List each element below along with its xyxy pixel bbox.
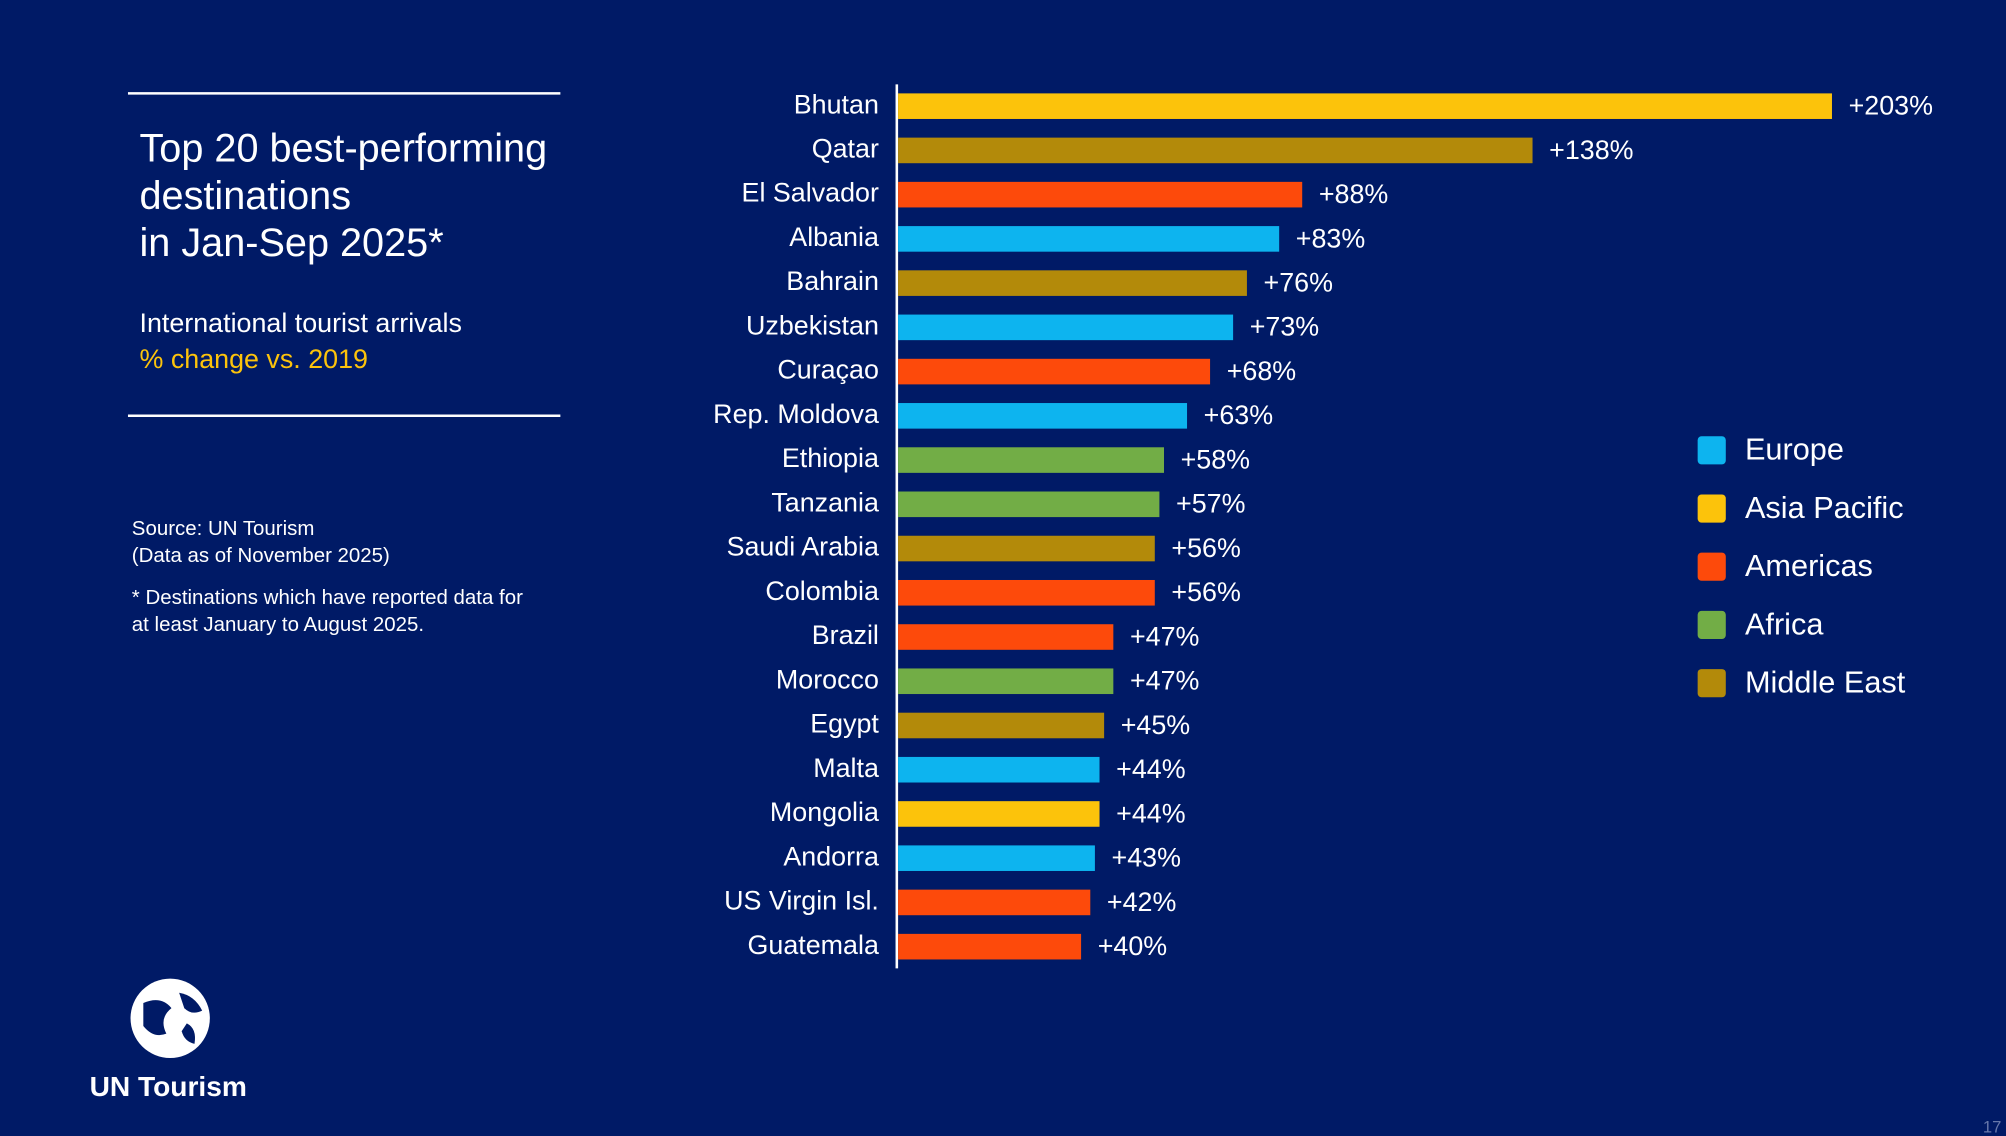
bar — [898, 491, 1160, 518]
y-tick-label: Saudi Arabia — [727, 532, 879, 562]
bar — [898, 889, 1091, 916]
value-label: +44% — [1116, 754, 1185, 784]
value-label: +45% — [1121, 710, 1190, 740]
bar — [898, 403, 1188, 429]
bar — [898, 756, 1100, 783]
value-label: +47% — [1130, 666, 1199, 696]
legend-label: Asia Pacific — [1745, 490, 1904, 525]
subtitle: International tourist arrivals — [139, 308, 461, 338]
value-label: +88% — [1319, 179, 1388, 209]
footnote: * Destinations which have reported data … — [132, 586, 523, 609]
legend-swatch — [1697, 669, 1726, 698]
value-label: +56% — [1171, 577, 1240, 607]
title-line: in Jan-Sep 2025* — [139, 221, 443, 265]
value-label: +57% — [1176, 489, 1245, 519]
bar — [898, 801, 1100, 827]
y-tick-label: Ethiopia — [782, 443, 879, 473]
y-tick-label: Bhutan — [794, 89, 879, 119]
y-tick-label: El Salvador — [742, 178, 879, 208]
value-label: +63% — [1204, 400, 1273, 430]
legend-swatch — [1697, 552, 1726, 581]
bar — [898, 579, 1155, 606]
bar — [898, 137, 1533, 164]
y-tick-label: Colombia — [765, 576, 879, 606]
legend-label: Middle East — [1745, 665, 1906, 700]
y-tick-label: Morocco — [776, 664, 879, 694]
value-label: +43% — [1112, 843, 1181, 873]
bar — [898, 270, 1247, 296]
bar — [898, 358, 1211, 385]
y-tick-label: Qatar — [812, 134, 879, 164]
footnote: at least January to August 2025. — [132, 613, 424, 636]
bar — [898, 535, 1155, 562]
title-line: Top 20 best-performing — [139, 126, 547, 170]
y-tick-label: Brazil — [812, 620, 879, 650]
bar — [898, 712, 1105, 739]
legend-swatch — [1697, 436, 1726, 465]
bar — [898, 314, 1234, 341]
y-tick-label: Rep. Moldova — [713, 399, 879, 429]
legend-label: Europe — [1745, 432, 1844, 467]
subtitle-highlight: % change vs. 2019 — [139, 344, 367, 374]
legend-label: Americas — [1745, 548, 1873, 583]
y-tick-label: Albania — [789, 222, 879, 252]
y-tick-label: Egypt — [810, 709, 879, 739]
value-label: +83% — [1296, 223, 1365, 253]
value-label: +203% — [1849, 91, 1933, 121]
value-label: +76% — [1264, 267, 1333, 297]
value-label: +47% — [1130, 621, 1199, 651]
value-label: +56% — [1171, 533, 1240, 563]
legend-swatch — [1697, 494, 1726, 523]
y-tick-label: Andorra — [783, 841, 879, 871]
source: Source: UN Tourism — [132, 517, 315, 540]
bar — [898, 668, 1114, 695]
bar — [898, 845, 1095, 871]
logo-text: UN Tourism — [90, 1071, 247, 1102]
y-tick-label: US Virgin Isl. — [724, 886, 879, 916]
y-tick-label: Curaçao — [777, 355, 879, 385]
value-label: +40% — [1098, 931, 1167, 961]
page-number: 17 — [1983, 1118, 2002, 1136]
value-label: +73% — [1250, 312, 1319, 342]
value-label: +58% — [1181, 444, 1250, 474]
y-tick-label: Malta — [813, 753, 879, 783]
y-tick-label: Mongolia — [770, 797, 879, 827]
logo-icon — [130, 978, 210, 1058]
y-tick-label: Bahrain — [786, 266, 879, 296]
legend-label: Africa — [1745, 606, 1824, 641]
bar — [898, 933, 1082, 960]
value-label: +68% — [1227, 356, 1296, 386]
value-label: +44% — [1116, 798, 1185, 828]
legend-swatch — [1697, 610, 1726, 639]
value-label: +138% — [1549, 135, 1633, 165]
bar — [898, 93, 1832, 119]
y-tick-label: Uzbekistan — [746, 310, 879, 340]
bar — [898, 181, 1303, 208]
bar — [898, 226, 1280, 252]
source: (Data as of November 2025) — [132, 544, 390, 567]
value-label: +42% — [1107, 887, 1176, 917]
title-line: destinations — [139, 174, 351, 218]
y-tick-label: Tanzania — [771, 487, 879, 517]
y-tick-label: Guatemala — [748, 930, 879, 960]
bar — [898, 447, 1165, 473]
bar — [898, 624, 1114, 650]
